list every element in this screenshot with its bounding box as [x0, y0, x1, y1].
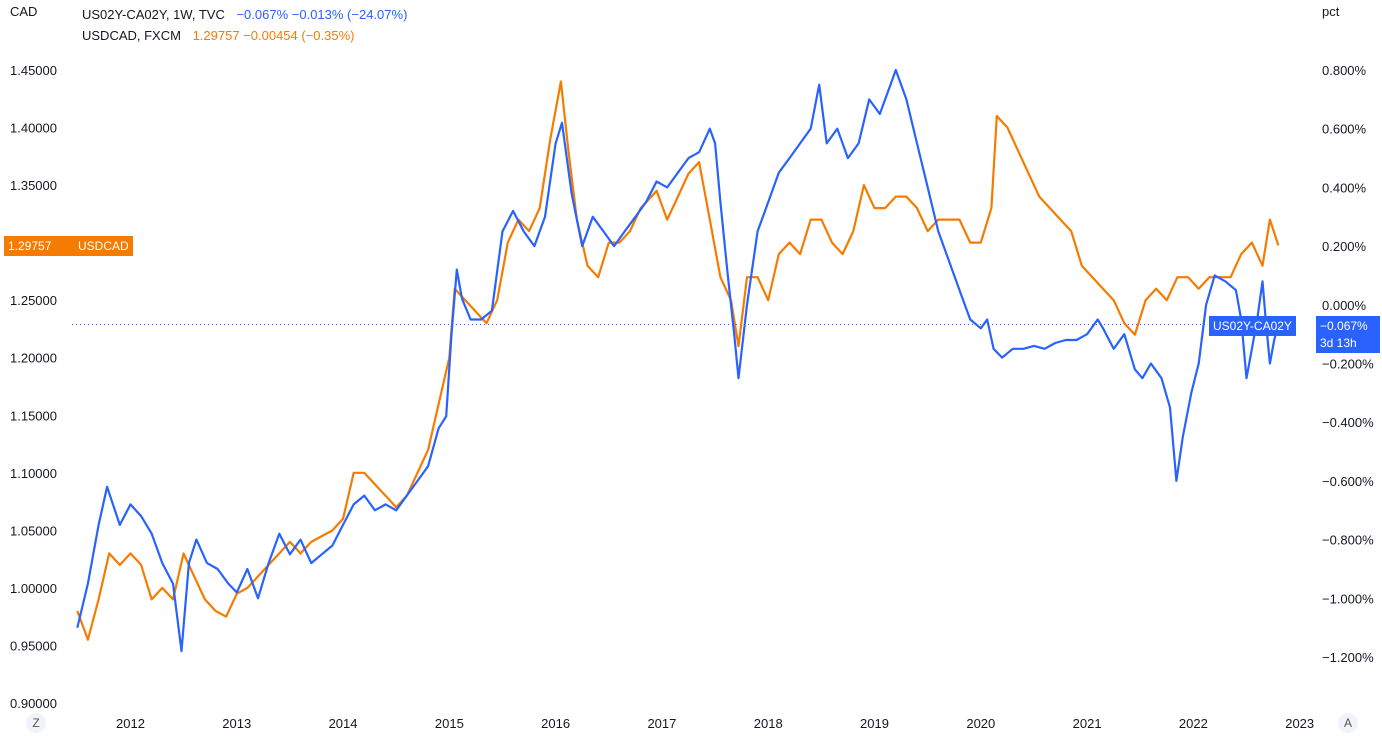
left-tick-label: 0.90000	[10, 696, 57, 711]
spread-value-tag: −0.067%	[1316, 316, 1380, 336]
time-axis[interactable]: 2012 2013 2014 2015 2016 2017 2018 2019 2020 2021…	[116, 716, 1314, 731]
right-tick-label: −0.200%	[1322, 357, 1374, 372]
time-tick-label: 2012	[116, 716, 145, 731]
left-tick-label: 1.40000	[10, 121, 57, 136]
right-percent-axis[interactable]: −1.200% −1.000% −0.800% −0.600% −0.400% −0.20…	[1322, 63, 1374, 665]
series-layer	[76, 68, 1280, 653]
right-tick-label: −0.600%	[1322, 474, 1374, 489]
spread-countdown-tag: 3d 13h	[1316, 333, 1380, 353]
legend-row-usdcad[interactable]: USDCAD, FXCM 1.29757 −0.00454 (−0.35%)	[82, 25, 407, 46]
auto-scale-button[interactable]: A	[1338, 713, 1358, 733]
left-axis-unit: CAD	[10, 4, 38, 19]
left-tick-label: 1.35000	[10, 178, 57, 193]
left-tick-label: 1.45000	[10, 63, 57, 78]
left-tick-label: 0.95000	[10, 638, 57, 653]
time-tick-label: 2018	[754, 716, 783, 731]
time-tick-label: 2020	[966, 716, 995, 731]
zoom-button[interactable]: Z	[26, 713, 46, 733]
legend-symbol: US02Y-CA02Y, 1W, TVC	[82, 7, 225, 22]
right-tick-label: 0.800%	[1322, 63, 1367, 78]
right-axis-unit: pct	[1322, 4, 1340, 19]
legend-values: −0.067% −0.013% (−24.07%)	[236, 7, 408, 22]
chart-legend: US02Y-CA02Y, 1W, TVC −0.067% −0.013% (−2…	[82, 4, 407, 46]
legend-symbol: USDCAD, FXCM	[82, 28, 181, 43]
usdcad-name-tag: USDCAD	[74, 236, 133, 256]
time-tick-label: 2019	[860, 716, 889, 731]
time-tick-label: 2023	[1285, 716, 1314, 731]
right-tick-label: −0.400%	[1322, 415, 1374, 430]
left-tick-label: 1.00000	[10, 581, 57, 596]
left-price-axis[interactable]: 0.90000 0.95000 1.00000 1.05000 1.10000 1.150…	[10, 63, 57, 711]
left-tick-label: 1.25000	[10, 293, 57, 308]
right-tick-label: −1.200%	[1322, 650, 1374, 665]
usdcad-price-tag: 1.29757	[4, 236, 76, 256]
time-tick-label: 2021	[1073, 716, 1102, 731]
right-tick-label: −0.800%	[1322, 533, 1374, 548]
time-tick-label: 2022	[1179, 716, 1208, 731]
time-tick-label: 2016	[541, 716, 570, 731]
left-tick-label: 1.20000	[10, 351, 57, 366]
time-tick-label: 2014	[329, 716, 358, 731]
series-line-usdcad[interactable]	[76, 80, 1280, 641]
left-tick-label: 1.15000	[10, 408, 57, 423]
right-tick-label: 0.200%	[1322, 239, 1367, 254]
series-line-us02y-ca02y[interactable]	[76, 68, 1280, 653]
right-tick-label: 0.600%	[1322, 122, 1367, 137]
legend-values: 1.29757 −0.00454 (−0.35%)	[192, 28, 355, 43]
right-tick-label: 0.000%	[1322, 298, 1367, 313]
time-tick-label: 2017	[647, 716, 676, 731]
right-tick-label: −1.000%	[1322, 591, 1374, 606]
time-tick-label: 2013	[222, 716, 251, 731]
right-tick-label: 0.400%	[1322, 180, 1367, 195]
legend-row-spread[interactable]: US02Y-CA02Y, 1W, TVC −0.067% −0.013% (−2…	[82, 4, 407, 25]
left-tick-label: 1.10000	[10, 466, 57, 481]
spread-name-tag: US02Y-CA02Y	[1209, 316, 1296, 336]
time-tick-label: 2015	[435, 716, 464, 731]
left-tick-label: 1.05000	[10, 523, 57, 538]
